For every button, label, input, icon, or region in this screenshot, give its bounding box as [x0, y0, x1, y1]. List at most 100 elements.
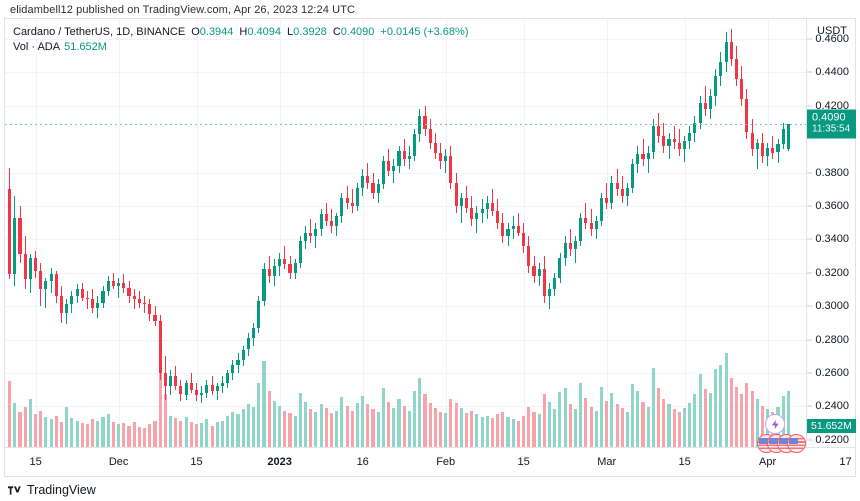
volume-bar [18, 411, 22, 448]
candle-body [568, 242, 572, 250]
volume-bar [470, 410, 474, 448]
volume-bar [39, 410, 43, 448]
flag-coin-icon-4[interactable] [787, 434, 807, 453]
candle-body [776, 144, 780, 153]
candle-body [698, 102, 702, 123]
current-price-badge[interactable]: 0.4090 11:35:54 [807, 109, 856, 139]
volume-bar [501, 411, 505, 448]
horizontal-gridline [5, 406, 807, 408]
candle-body [407, 155, 411, 160]
price-scale-tick [807, 238, 812, 240]
volume-bar [573, 409, 578, 448]
volume-bar [418, 378, 422, 448]
price-scale-tick [807, 305, 812, 307]
volume-bar [91, 419, 95, 448]
volume-bar [444, 413, 448, 448]
volume-bar [220, 420, 225, 448]
candle-body [324, 214, 328, 221]
candle-body [75, 289, 79, 297]
candle-body [506, 229, 510, 236]
volume-bar [516, 420, 520, 448]
horizontal-gridline [5, 172, 807, 174]
candle-wick [606, 182, 608, 210]
price-scale-tick [807, 38, 812, 40]
candle-body [703, 102, 707, 110]
candle-body [553, 277, 557, 290]
volume-bar [96, 420, 100, 448]
candle-body [158, 321, 162, 373]
time-scale-label: Apr [759, 456, 777, 468]
volume-bar [381, 388, 385, 448]
candle-wick [133, 289, 135, 310]
candle-body [771, 147, 775, 153]
volume-bar [215, 421, 219, 448]
volume-bar [205, 419, 209, 448]
volume-bar [355, 403, 360, 448]
price-scale-tick [807, 439, 812, 441]
candle-body [293, 262, 297, 273]
candle-body [288, 264, 292, 273]
candle-wick [673, 125, 675, 150]
volume-bar [278, 405, 282, 448]
price-scale[interactable]: USDT 0.4600 0.4400 0.4200 0.3800 0.3600 0.340… [806, 19, 856, 448]
volume-bar [677, 411, 681, 448]
candle-body [366, 175, 370, 183]
volume-bar [324, 408, 328, 448]
volume-bar [262, 360, 266, 448]
candle-wick [325, 202, 327, 226]
candle-body [189, 382, 193, 390]
candle-body [729, 42, 733, 60]
volume-bar [599, 386, 604, 448]
candle-body [683, 140, 687, 150]
candle-body [480, 209, 484, 213]
volume-bar [646, 406, 650, 448]
candle-wick [351, 189, 353, 213]
volume-bar [158, 370, 162, 448]
horizontal-gridline [5, 206, 807, 207]
lightning-bolt-button[interactable] [765, 414, 786, 434]
price-scale-label: 0.4200 [815, 99, 849, 112]
price-scale-tick [807, 71, 812, 73]
candle-body [168, 376, 173, 387]
time-scale[interactable]: 15Dec15202316Feb15Mar15Apr17May [5, 447, 855, 476]
volume-bar [511, 419, 515, 448]
candle-body [589, 222, 593, 230]
volume-bar [28, 399, 32, 448]
candle-body [428, 129, 432, 143]
horizontal-gridline [5, 239, 807, 241]
candle-wick [118, 277, 120, 298]
candle-wick [112, 272, 114, 290]
candle-body [54, 274, 58, 297]
candle-body [345, 197, 349, 203]
candle-body [438, 152, 443, 161]
current-price-value: 0.4090 [812, 111, 846, 124]
volume-bar [231, 411, 235, 448]
candle-wick [756, 139, 758, 170]
candle-wick [331, 209, 332, 233]
candle-body [740, 79, 744, 100]
candle-wick [87, 291, 88, 310]
candle-body [708, 95, 713, 110]
volume-bar [314, 411, 318, 448]
volume-bar [371, 409, 375, 448]
candle-body [496, 211, 500, 223]
candle-wick [476, 206, 478, 233]
price-scale-tick [807, 372, 812, 374]
candle-body [137, 299, 141, 303]
candle-body [423, 115, 427, 130]
volume-bar [563, 388, 567, 448]
candle-body [236, 359, 240, 365]
chart-plot-area[interactable] [5, 19, 807, 448]
candle-body [205, 384, 209, 393]
candle-body [355, 187, 360, 206]
volume-bar [226, 415, 230, 448]
volume-bar [698, 374, 702, 448]
volume-bar [750, 390, 754, 448]
volume-bar [438, 411, 443, 448]
volume-bar [532, 411, 536, 448]
volume-bar [75, 420, 79, 448]
volume-bar [490, 418, 494, 448]
candle-body [444, 155, 448, 161]
volume-value-badge[interactable]: 51.652M [807, 419, 856, 433]
price-scale-tick [807, 172, 812, 174]
